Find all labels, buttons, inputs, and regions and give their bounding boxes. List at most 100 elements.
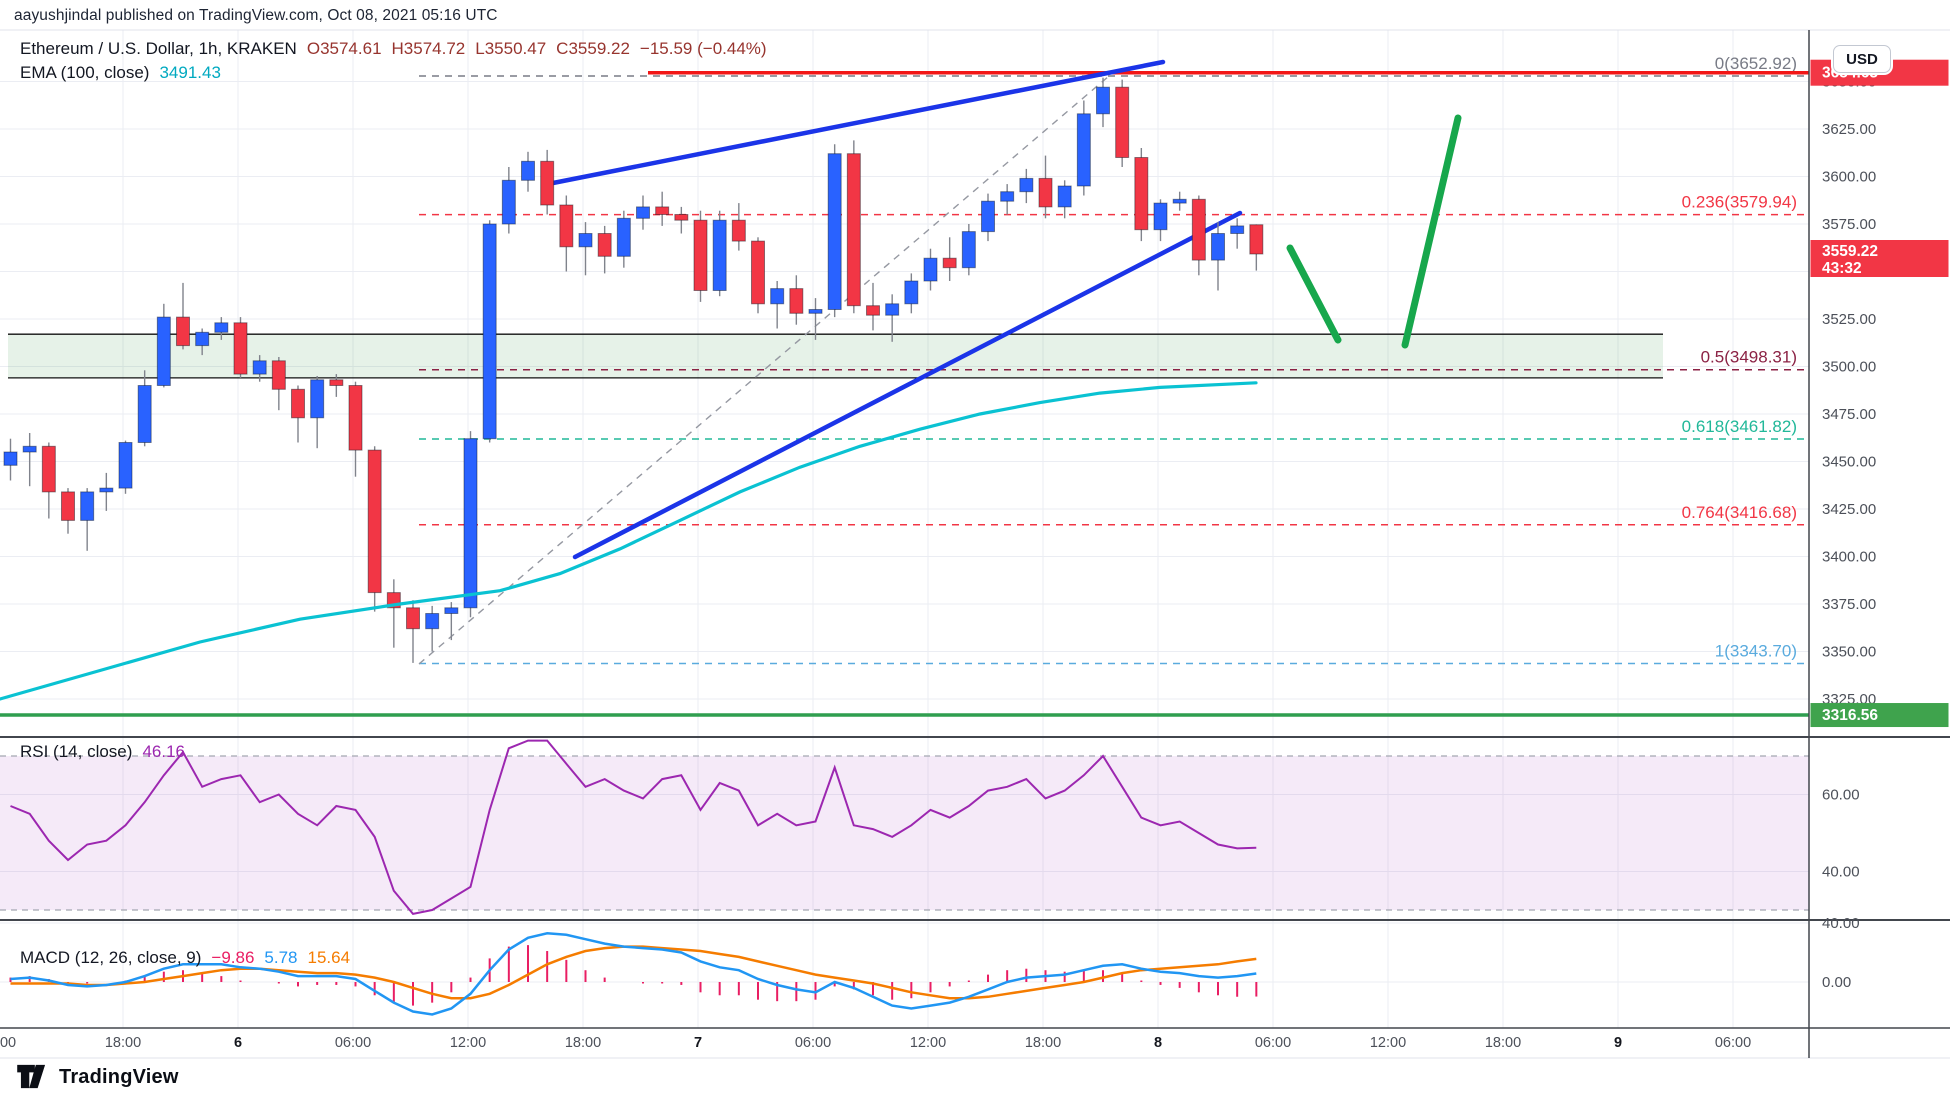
candle [195, 331, 210, 347]
candle [731, 219, 746, 242]
price-tick-label: 3475.00 [1822, 406, 1876, 423]
candle [655, 206, 670, 215]
macd-line-value: 5.78 [264, 948, 298, 967]
tradingview-logo-icon [17, 1064, 46, 1089]
candle [367, 449, 382, 594]
price-tick-label: 3500.00 [1822, 359, 1876, 376]
candle [712, 219, 727, 291]
rsi-tick-label: 40.00 [1822, 864, 1860, 881]
candle [444, 607, 459, 614]
candle [751, 240, 766, 305]
macd-signal-value: 15.64 [307, 948, 351, 967]
candle [1019, 177, 1034, 193]
candle [176, 316, 191, 347]
candle [41, 445, 56, 493]
fib-retracement: 0(3652.92) 0.236(3579.94) 0.5(3498.31) 0.61… [419, 54, 1809, 665]
candle [61, 491, 76, 521]
candle [1057, 185, 1072, 208]
svg-text:43:32: 43:32 [1822, 260, 1862, 277]
rsi-indicator-label: RSI (14, close) [20, 742, 133, 761]
main-pane-legend: Ethereum / U.S. Dollar, 1h, KRAKEN O3574… [20, 39, 767, 87]
candle [597, 233, 612, 257]
macd-hist-value: −9.86 [211, 948, 255, 967]
candle [1153, 202, 1168, 231]
candle [540, 160, 555, 206]
candle [1115, 86, 1130, 158]
candle [463, 438, 478, 609]
fib-level-label: 0.764(3416.68) [1682, 503, 1797, 522]
rsi-tick-label: 60.00 [1822, 787, 1860, 804]
upper-channel-line [550, 59, 1166, 186]
fib-level-label: 0.618(3461.82) [1682, 417, 1797, 436]
candle [252, 360, 267, 375]
price-tick-label: 3450.00 [1822, 454, 1876, 471]
time-tick-label: 06:00 [1255, 1035, 1291, 1051]
symbol-title: Ethereum / U.S. Dollar, 1h, KRAKEN [20, 39, 297, 58]
fib-level-label: 0.5(3498.31) [1701, 348, 1797, 367]
macd-tick-label: 0.00 [1822, 974, 1851, 991]
candle [521, 160, 536, 181]
green-arrow-up [1401, 114, 1462, 349]
candle [1096, 86, 1111, 115]
macd-pane-legend: MACD (12, 26, close, 9) −9.86 5.78 15.64 [20, 948, 350, 968]
ema-line [0, 381, 1258, 701]
tradingview-logo: TradingView [16, 1064, 179, 1090]
green-arrow-down [1286, 244, 1342, 344]
candle [981, 200, 996, 233]
high-value: H3574.72 [391, 39, 466, 58]
time-tick-label: 12:00 [1370, 1035, 1406, 1051]
candle [961, 231, 976, 269]
price-tick-label: 3375.00 [1822, 596, 1876, 613]
candle [559, 204, 574, 248]
candle [616, 217, 631, 257]
ema-indicator-value: 3491.43 [159, 63, 221, 82]
close-value: C3559.22 [556, 39, 630, 58]
support-price-badge: 3316.56 [1810, 703, 1949, 728]
macd-plot [9, 932, 1258, 1016]
candle [693, 219, 708, 291]
candle [846, 153, 861, 307]
ema-indicator-label: EMA (100, close) [20, 63, 150, 82]
macd-indicator-label: MACD (12, 26, close, 9) [20, 948, 202, 967]
candle [904, 280, 919, 305]
candle [885, 303, 900, 316]
candle [1230, 225, 1245, 234]
price-tick-label: 3625.00 [1822, 121, 1876, 138]
time-tick-label: 12:00 [910, 1035, 946, 1051]
price-tick-label: 3525.00 [1822, 311, 1876, 328]
candle [80, 491, 95, 521]
lower-channel-line [572, 210, 1243, 560]
time-axis[interactable]: 00 18:00 6 06:00 12:00 18:00 7 06:00 12:00 18:00 8… [0, 1035, 1751, 1051]
candle [770, 288, 785, 305]
rsi-band [0, 755, 1809, 911]
candle [233, 322, 248, 375]
change-value: −15.59 (−0.44%) [639, 39, 767, 58]
time-tick-label: 00 [0, 1035, 16, 1051]
time-tick-label: 18:00 [1485, 1035, 1521, 1051]
rsi-line [10, 739, 1257, 915]
candle [425, 613, 440, 630]
candle [578, 233, 593, 248]
price-tick-label: 3350.00 [1822, 644, 1876, 661]
fib-level-label: 0.236(3579.94) [1682, 193, 1797, 212]
candle [789, 288, 804, 314]
candle [291, 388, 306, 419]
time-tick-label: 06:00 [795, 1035, 831, 1051]
price-axis[interactable]: 3650.003625.003600.003575.003525.003500.… [1810, 59, 1949, 991]
fib-trendline [418, 75, 1110, 665]
candle [156, 316, 171, 387]
candle [482, 223, 497, 440]
candle [310, 379, 325, 419]
time-tick-label: 18:00 [1025, 1035, 1061, 1051]
price-tick-label: 3400.00 [1822, 549, 1876, 566]
gridlines [0, 30, 1809, 1028]
price-tick-label: 3600.00 [1822, 169, 1876, 186]
rsi-indicator-value: 46.16 [142, 742, 185, 761]
candle [271, 360, 286, 390]
candle [923, 257, 938, 282]
fib-level-label: 1(3343.70) [1715, 641, 1797, 660]
currency-toggle-button[interactable]: USD [1833, 45, 1891, 73]
